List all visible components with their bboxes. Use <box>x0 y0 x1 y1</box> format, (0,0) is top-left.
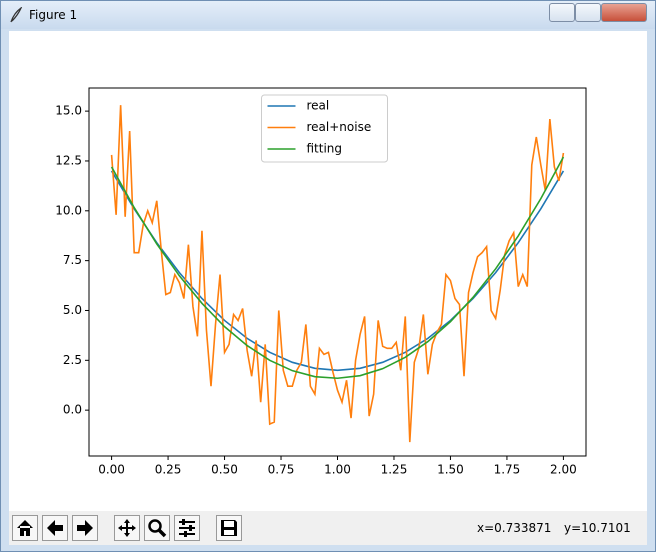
save-button[interactable] <box>216 515 242 541</box>
status-y: y=10.7101 <box>564 521 631 535</box>
back-button[interactable] <box>42 515 68 541</box>
x-tick-label: 0.75 <box>268 463 295 477</box>
toolbar: x=0.733871 y=10.7101 <box>9 511 647 545</box>
zoom-button[interactable] <box>144 515 170 541</box>
y-tick-label: 0.0 <box>63 403 82 417</box>
x-tick-label: 0.25 <box>155 463 182 477</box>
window-title: Figure 1 <box>29 8 78 22</box>
x-tick-label: 1.50 <box>437 463 464 477</box>
axes-frame <box>88 87 587 457</box>
configure-button[interactable] <box>174 515 200 541</box>
legend-label: real+noise <box>307 120 372 134</box>
y-tick-label: 2.5 <box>63 353 82 367</box>
pan-button[interactable] <box>114 515 140 541</box>
close-button[interactable] <box>601 3 647 22</box>
y-tick-label: 7.5 <box>63 253 82 267</box>
legend-label: fitting <box>307 142 343 156</box>
app-icon <box>10 7 23 23</box>
minimize-button[interactable] <box>549 3 575 22</box>
figure-area: 0.00 0.25 0.50 0.75 1.00 1.25 1.50 1.75 2.00 0.0 2… <box>9 31 647 545</box>
maximize-button[interactable] <box>575 3 601 22</box>
y-tick-label: 12.5 <box>55 153 82 167</box>
x-tick-label: 1.75 <box>494 463 521 477</box>
y-tick-label: 5.0 <box>63 303 82 317</box>
y-tick-label: 15.0 <box>55 104 82 118</box>
series-line <box>110 105 565 443</box>
x-tick-label: 2.00 <box>550 463 577 477</box>
title-bar: Figure 1 <box>1 1 655 29</box>
x-tick-label: 0.00 <box>98 463 125 477</box>
status-x: x=0.733871 <box>477 521 552 535</box>
home-button[interactable] <box>12 515 38 541</box>
series-line <box>110 170 565 372</box>
x-tick-label: 0.50 <box>211 463 238 477</box>
legend-label: real <box>307 99 330 113</box>
chart: 0.00 0.25 0.50 0.75 1.00 1.25 1.50 1.75 2.00 0.0 2… <box>55 87 587 477</box>
x-tick-label: 1.25 <box>381 463 408 477</box>
series-line <box>110 156 565 380</box>
forward-button[interactable] <box>72 515 98 541</box>
x-tick-label: 1.00 <box>324 463 351 477</box>
y-tick-label: 10.0 <box>55 203 82 217</box>
legend-box <box>261 94 388 163</box>
